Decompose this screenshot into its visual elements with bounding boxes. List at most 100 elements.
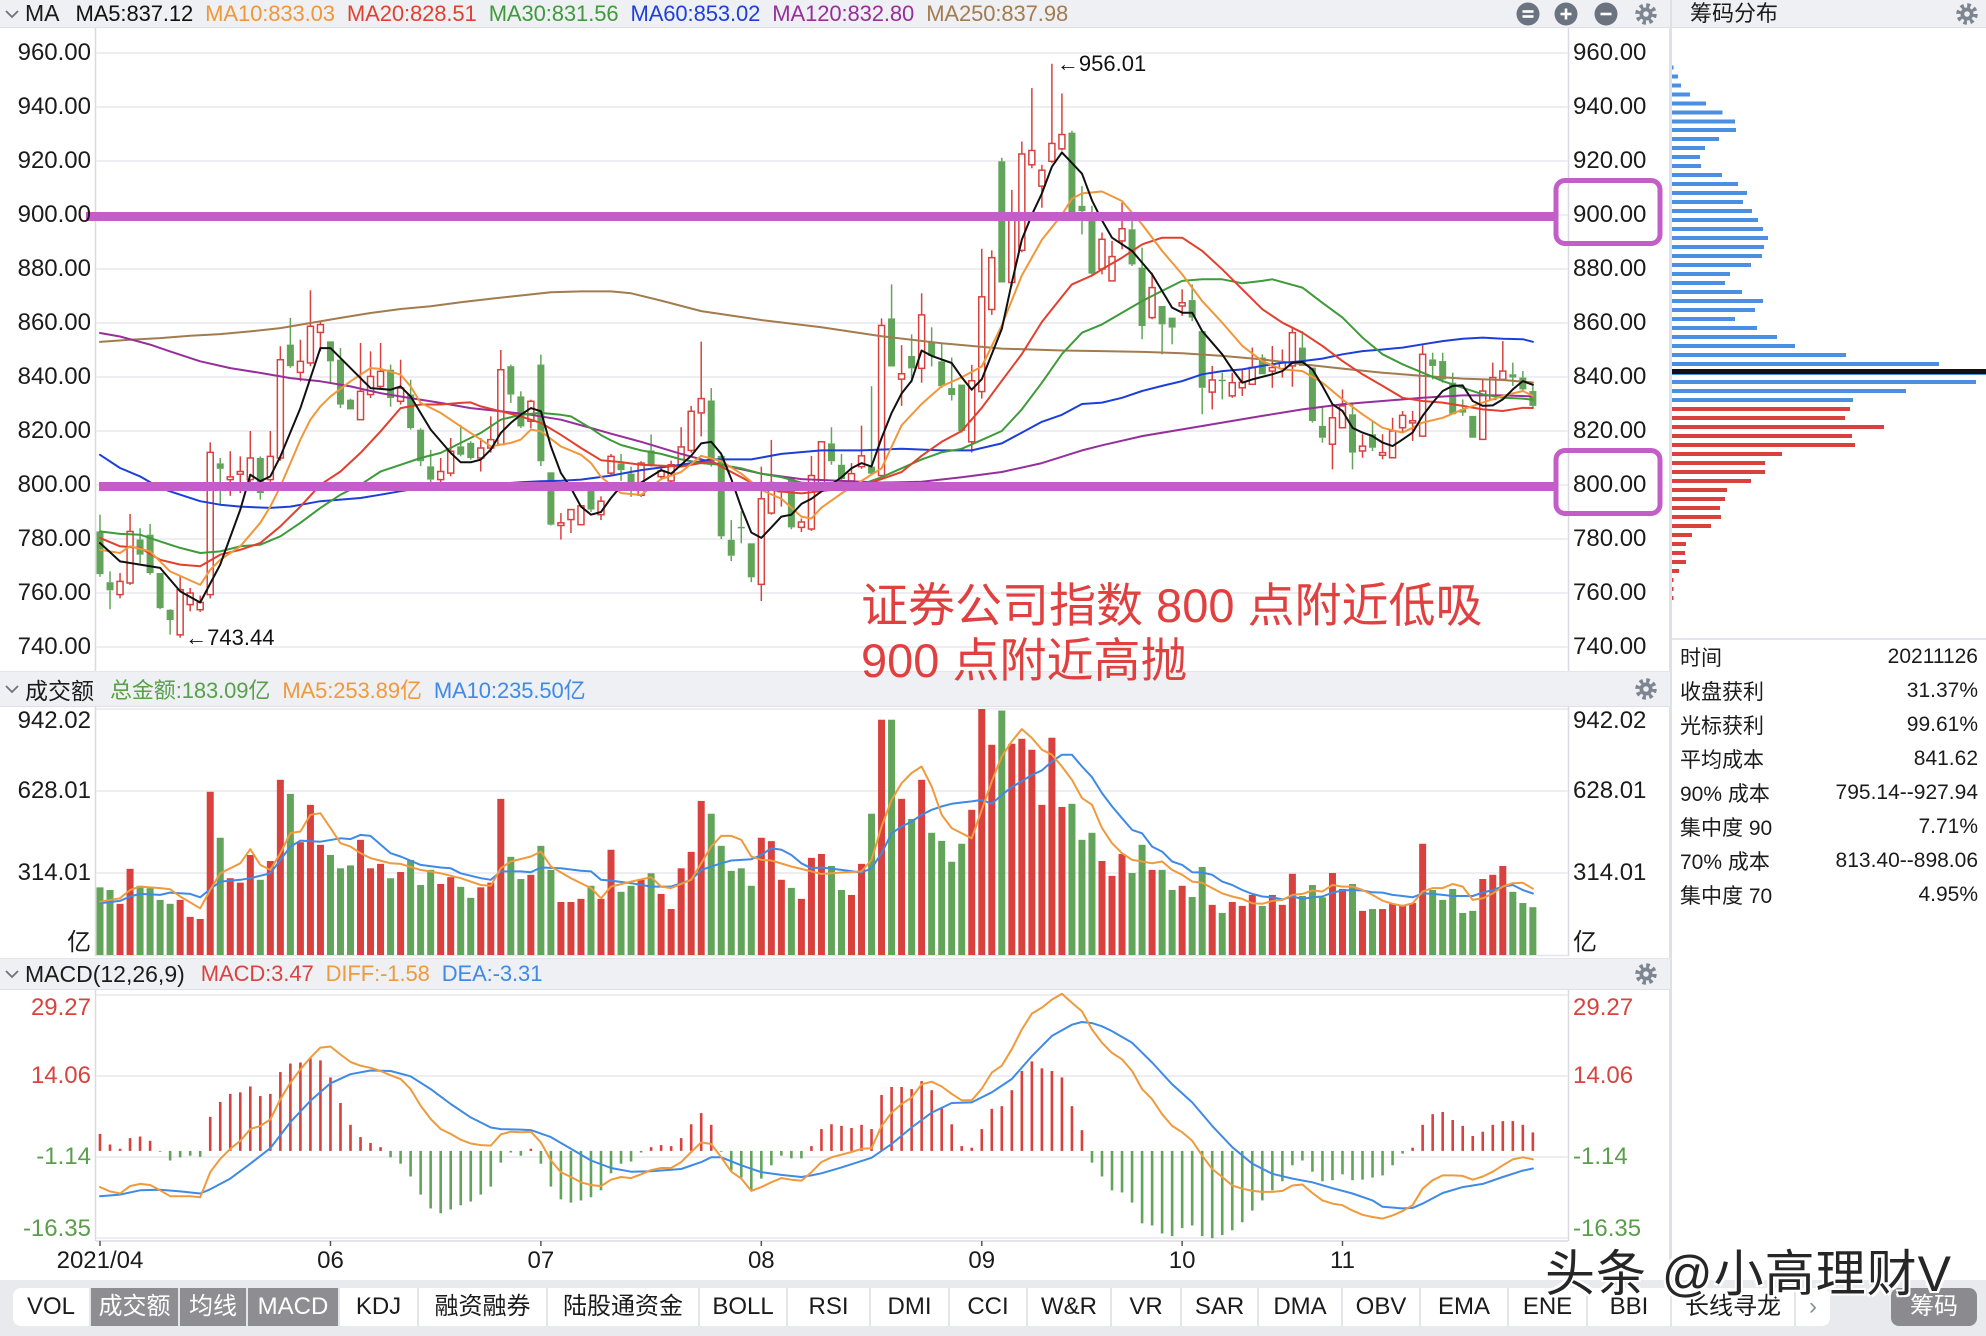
macd-histogram-bar [108,1144,112,1151]
tab-rsi[interactable]: RSI [788,1288,869,1326]
macd-histogram-bar [1311,1150,1314,1172]
candle [286,317,294,368]
chevron-down-icon[interactable] [5,9,19,19]
tab-ema[interactable]: EMA [1421,1288,1507,1326]
volume-bar [517,879,525,955]
tab-ene[interactable]: ENE [1509,1288,1586,1326]
macd-histogram-bar [950,1124,953,1151]
macd-settings-button[interactable] [1634,962,1658,986]
candle [106,571,114,610]
volume-bar [286,793,294,955]
tabs-scroll-right-button[interactable]: › [1796,1288,1830,1326]
candle [1358,434,1367,458]
tab-boll[interactable]: BOLL [700,1288,786,1326]
macd-panel-title[interactable]: MACD(12,26,9) [25,960,185,987]
chevron-down-icon[interactable] [5,684,19,694]
macd-histogram-bar [1301,1150,1304,1161]
candle [1108,240,1116,282]
macd-histogram-bar [259,1096,262,1151]
chip-bar [1672,559,1687,564]
tab-wr[interactable]: W&R [1028,1288,1110,1326]
main-price-plot-area[interactable] [96,28,1568,671]
macd-histogram-bar [1421,1124,1424,1151]
volume-bar [1048,737,1056,955]
volume-bar [407,859,415,955]
main-settings-button[interactable] [1634,2,1658,26]
chip-distribution-button[interactable]: 筹码 [1891,1288,1977,1326]
stat-label: 平均成本 [1680,749,1764,772]
macd-chart [98,992,1535,1239]
tab-dma[interactable]: DMA [1259,1288,1341,1326]
tab-turnover[interactable]: 成交额 [91,1288,178,1326]
tab-northbound-funds[interactable]: 陆股通资金 [548,1288,698,1326]
level-box-800 [1553,448,1663,516]
chip-bar [1672,191,1748,196]
indicator-selector[interactable]: MA [25,0,60,26]
chip-distribution-bars [1672,65,1986,600]
chip-settings-button[interactable] [1955,2,1979,26]
macd-histogram-bar [890,1086,893,1151]
tab-vr[interactable]: VR [1112,1288,1180,1326]
tab-long-line-dragon[interactable]: 长线寻龙 [1672,1288,1794,1326]
tab-dmi[interactable]: DMI [871,1288,948,1326]
candle [436,458,445,483]
macd-histogram-bar [659,1145,663,1151]
volume-bar [156,899,164,955]
chip-bar [1672,469,1765,474]
legend-volume-ma10: MA10:235.50亿 [433,678,586,703]
chevron-down-icon[interactable] [5,969,19,979]
volume-bar [1198,866,1206,955]
volume-bar [1529,907,1537,955]
stat-value: 813.40--898.06 [1835,849,1978,872]
macd-histogram-bar [820,1129,823,1151]
stat-row-70-cost: 70% 成本 813.40--898.06 [1680,844,1978,878]
zoom-out-button[interactable] [1594,2,1618,26]
candle [1369,421,1377,451]
chip-bar [1672,478,1752,483]
volume-bar [477,887,485,955]
zoom-in-button[interactable] [1554,2,1578,26]
macd-plot-area[interactable] [96,990,1568,1241]
chip-bar [1672,110,1723,115]
volume-bar [487,882,495,955]
volume-bar [367,868,375,955]
average-cost-line [1672,369,1986,375]
macd-histogram-bar [289,1063,292,1151]
volume-bars [96,709,1537,955]
chip-bar [1672,344,1796,349]
macd-histogram-bar [128,1138,132,1151]
macd-histogram-bar [1240,1150,1244,1223]
macd-histogram-bar [218,1101,222,1151]
volume-bar [1258,905,1266,955]
macd-histogram-bar [1210,1150,1214,1239]
volume-bar [1168,889,1176,955]
volume-settings-button[interactable] [1634,677,1658,701]
tab-moving-average[interactable]: 均线 [180,1288,246,1326]
tab-macd[interactable]: MACD [248,1288,338,1326]
tab-kdj[interactable]: KDJ [340,1288,417,1326]
candle [707,388,715,467]
tab-margin-trading[interactable]: 融资融券 [419,1288,546,1326]
macd-histogram-bar [1481,1131,1485,1151]
volume-bar [547,869,555,955]
candle [1138,247,1146,340]
macd-histogram-bar [1130,1150,1134,1203]
candle [156,573,164,610]
tab-bbi[interactable]: BBI [1588,1288,1670,1326]
volume-bar [1338,888,1346,955]
macd-histogram-bar [98,1133,102,1151]
volume-panel-title[interactable]: 成交额 [25,678,94,704]
chip-bar [1672,119,1736,124]
tab-sar[interactable]: SAR [1182,1288,1257,1326]
reset-zoom-button[interactable] [1516,2,1540,26]
tab-cci[interactable]: CCI [950,1288,1026,1326]
volume-plot-area[interactable] [96,707,1568,955]
strategy-note: 证券公司指数 800 点附近低吸 900 点附近高抛 [861,578,1483,688]
chip-bar [1672,353,1846,358]
tab-vol[interactable]: VOL [13,1288,89,1326]
macd-histogram-bar [770,1150,773,1166]
candle [567,508,575,534]
stat-value: 20211126 [1887,645,1978,668]
tab-obv[interactable]: OBV [1343,1288,1419,1326]
